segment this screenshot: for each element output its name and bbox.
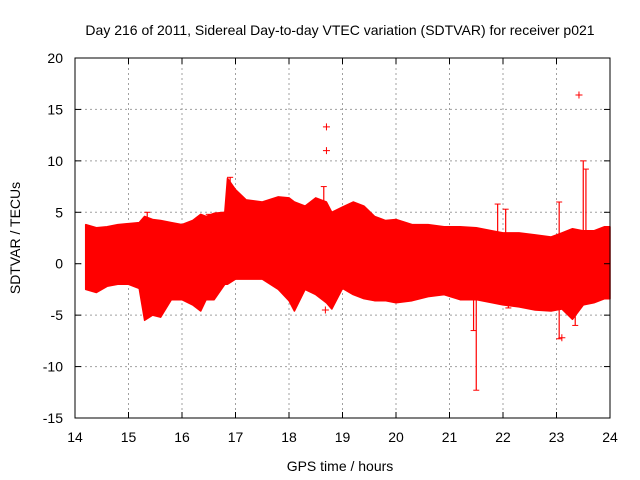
x-tick-label: 23	[549, 429, 565, 445]
x-tick-label: 18	[281, 429, 297, 445]
y-tick-label: 20	[47, 50, 63, 66]
chart-title: Day 216 of 2011, Sidereal Day-to-day VTE…	[85, 22, 594, 38]
data-point	[322, 147, 330, 155]
data-point	[575, 91, 583, 99]
x-tick-label: 15	[121, 429, 137, 445]
data-point	[321, 306, 329, 314]
y-tick-label: -5	[51, 307, 64, 323]
x-axis-label: GPS time / hours	[287, 458, 394, 474]
y-tick-label: 10	[47, 153, 63, 169]
x-tick-label: 24	[602, 429, 618, 445]
x-tick-label: 14	[67, 429, 83, 445]
data-point	[322, 123, 330, 131]
y-axis-label: SDTVAR / TECUs	[7, 182, 23, 294]
y-tick-label: -10	[43, 359, 63, 375]
x-tick-label: 20	[388, 429, 404, 445]
x-tick-label: 22	[495, 429, 511, 445]
y-tick-label: 15	[47, 101, 63, 117]
y-tick-label: -15	[43, 410, 63, 426]
axis-ticks: 14 15 16 17 18 19 20 21 22 23 24 -15 -10 -5 0 5 10 15 20	[43, 50, 618, 445]
y-tick-label: 0	[55, 256, 63, 272]
y-tick-label: 5	[55, 204, 63, 220]
data-point	[558, 334, 566, 342]
plot-data	[84, 91, 611, 391]
x-tick-label: 21	[442, 429, 458, 445]
x-tick-label: 16	[174, 429, 190, 445]
x-tick-label: 17	[228, 429, 244, 445]
x-tick-label: 19	[335, 429, 351, 445]
